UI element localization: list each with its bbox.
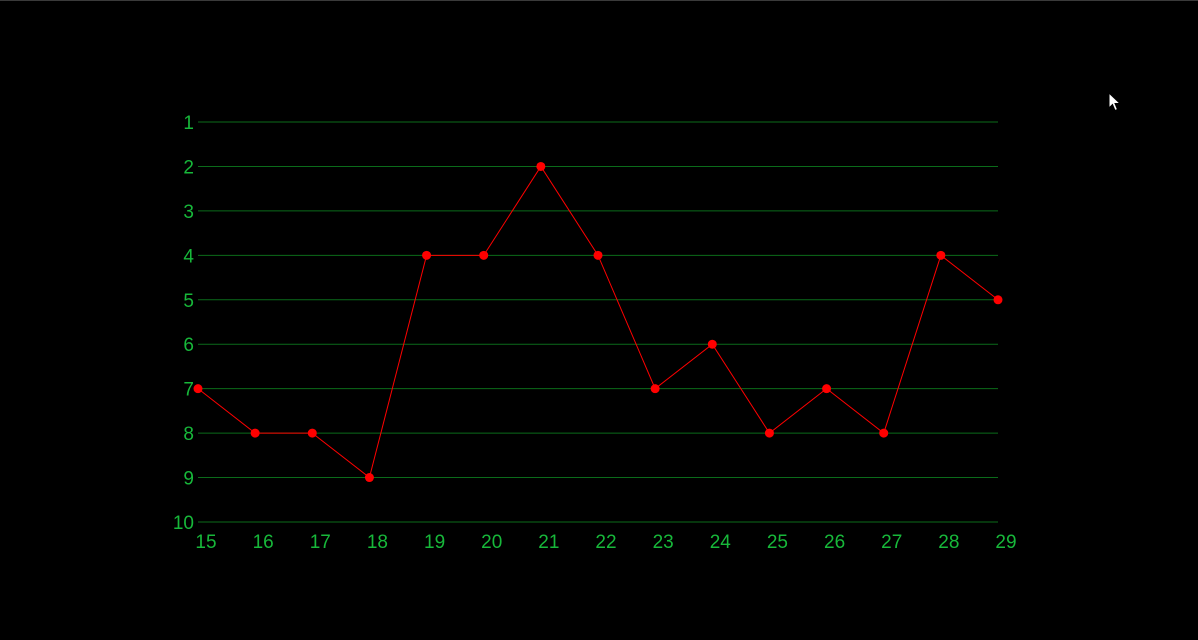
data-point (193, 384, 203, 394)
grid-lines (198, 121, 998, 523)
data-point (536, 161, 546, 171)
y-tick-label: 8 (183, 424, 194, 445)
x-tick-label: 25 (767, 532, 788, 553)
data-point (764, 428, 774, 438)
y-axis-ticks: 1 2 3 4 5 6 7 8 9 10 (173, 113, 195, 534)
x-axis-ticks: 15 16 17 18 19 20 21 22 23 24 25 26 27 28 29 (195, 532, 1016, 553)
x-tick-label: 21 (538, 532, 559, 553)
y-tick-label: 10 (173, 513, 194, 534)
data-point (364, 473, 374, 483)
data-point (479, 250, 489, 260)
x-tick-label: 24 (710, 532, 732, 553)
data-point (707, 339, 717, 349)
x-tick-label: 22 (595, 532, 616, 553)
data-point (422, 250, 432, 260)
data-point (879, 428, 889, 438)
x-tick-label: 23 (653, 532, 674, 553)
x-tick-label: 28 (938, 532, 959, 553)
x-tick-label: 26 (824, 532, 845, 553)
data-point (936, 250, 946, 260)
x-tick-label: 17 (310, 532, 331, 553)
x-tick-label: 27 (881, 532, 902, 553)
y-tick-label: 4 (183, 246, 194, 267)
data-point (650, 384, 660, 394)
data-point (822, 384, 832, 394)
mouse-pointer-icon (1108, 92, 1122, 112)
x-tick-label: 20 (481, 532, 502, 553)
data-point (993, 295, 1003, 305)
data-point (593, 250, 603, 260)
x-tick-label: 15 (195, 532, 216, 553)
y-tick-label: 1 (183, 113, 194, 134)
data-points (193, 161, 1003, 483)
series-line-layer (197, 165, 999, 479)
y-tick-label: 3 (183, 202, 194, 223)
y-tick-label: 9 (183, 469, 194, 490)
x-tick-label: 19 (424, 532, 445, 553)
x-tick-label: 18 (367, 532, 388, 553)
series-line (197, 165, 999, 479)
y-tick-label: 2 (183, 157, 194, 178)
x-tick-label: 16 (253, 532, 274, 553)
y-tick-label: 5 (183, 291, 194, 312)
data-point (250, 428, 260, 438)
y-tick-label: 7 (183, 380, 194, 401)
x-tick-label: 29 (995, 532, 1016, 553)
data-point (307, 428, 317, 438)
y-tick-label: 6 (183, 335, 194, 356)
